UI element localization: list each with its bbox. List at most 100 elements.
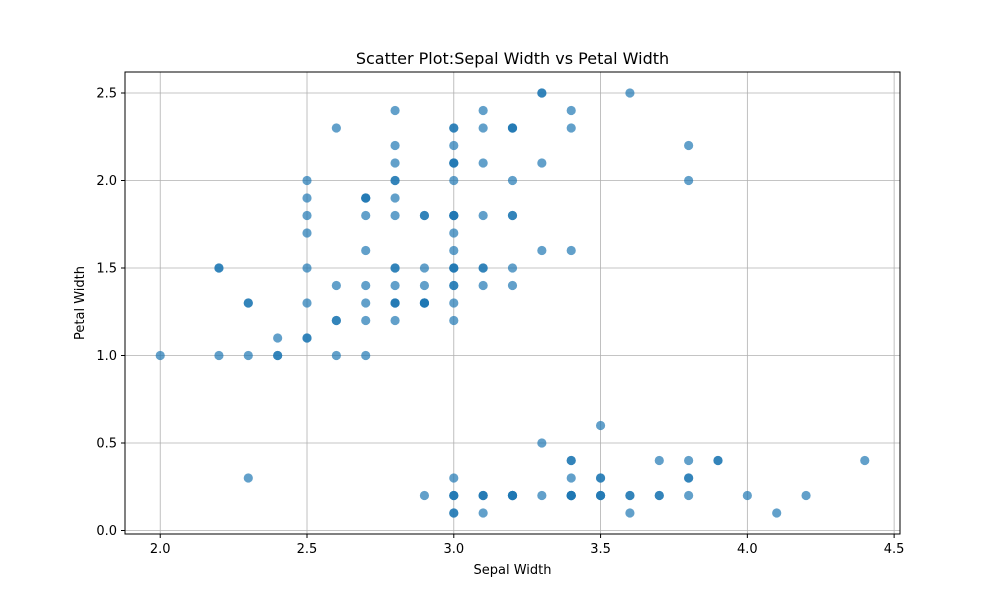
- data-point: [302, 210, 312, 221]
- data-point: [331, 350, 341, 361]
- data-point: [625, 490, 635, 501]
- data-point: [361, 210, 371, 221]
- data-point: [449, 158, 459, 168]
- y-tick-label: 0.0: [96, 524, 117, 539]
- data-point: [478, 123, 488, 133]
- data-point: [566, 490, 576, 501]
- data-point: [419, 210, 430, 221]
- data-point: [361, 193, 371, 203]
- data-point: [742, 490, 752, 501]
- data-point: [390, 210, 400, 221]
- data-point: [507, 263, 518, 273]
- data-point: [684, 140, 694, 151]
- data-point: [449, 315, 459, 326]
- data-point: [595, 420, 606, 431]
- data-point: [331, 280, 341, 291]
- data-point: [331, 123, 341, 133]
- data-point: [478, 280, 488, 291]
- data-point: [478, 490, 488, 501]
- data-point: [449, 473, 459, 483]
- data-point: [507, 123, 518, 133]
- data-point: [537, 158, 547, 168]
- data-point: [419, 280, 430, 291]
- x-axis-ticks: 2.0 2.5 3.0 3.5 4.0 4.5: [150, 534, 905, 557]
- data-point: [625, 88, 635, 98]
- data-point: [566, 123, 576, 133]
- data-point: [273, 333, 283, 343]
- data-point: [449, 263, 459, 273]
- data-point: [507, 490, 518, 501]
- data-point: [302, 228, 312, 238]
- y-axis-ticks: 0.0 0.5 1.0 1.5 2.0 2.5: [96, 87, 125, 539]
- data-point: [566, 245, 576, 256]
- data-point: [684, 175, 694, 186]
- y-tick-label: 1.5: [96, 262, 117, 277]
- data-point: [390, 263, 400, 273]
- data-point: [155, 350, 165, 361]
- data-point: [302, 298, 312, 308]
- plot-frame: [124, 71, 901, 535]
- data-point: [449, 280, 459, 291]
- data-point: [449, 228, 459, 238]
- data-point: [654, 490, 664, 501]
- data-point: [684, 455, 694, 466]
- data-point: [478, 508, 488, 518]
- data-point: [302, 193, 312, 203]
- x-tick-label: 4.0: [737, 542, 758, 557]
- data-point: [243, 298, 253, 308]
- x-tick-label: 2.0: [150, 542, 171, 557]
- x-tick-label: 2.5: [297, 542, 318, 557]
- data-point: [302, 175, 312, 186]
- y-axis-label: Petal Width: [73, 266, 88, 340]
- x-axis-label: Sepal Width: [474, 563, 552, 578]
- data-point: [537, 438, 547, 448]
- y-tick-label: 1.0: [96, 349, 117, 364]
- data-point: [595, 473, 606, 483]
- data-point: [449, 245, 459, 256]
- data-point: [273, 350, 283, 361]
- data-point: [449, 490, 459, 501]
- data-point: [507, 280, 518, 291]
- data-point: [684, 490, 694, 501]
- data-point: [478, 210, 488, 221]
- data-point: [478, 105, 488, 116]
- data-point: [537, 88, 547, 98]
- data-point: [361, 280, 371, 291]
- data-point: [331, 315, 341, 326]
- data-point: [214, 263, 224, 273]
- data-point: [595, 490, 606, 501]
- data-point: [390, 315, 400, 326]
- y-tick-label: 0.5: [96, 437, 117, 452]
- data-point: [243, 473, 253, 483]
- data-point: [361, 350, 371, 361]
- data-point: [772, 508, 782, 518]
- data-point: [478, 263, 488, 273]
- data-point: [713, 455, 723, 466]
- data-point: [449, 140, 459, 151]
- grid: [125, 72, 900, 534]
- data-points: [155, 88, 870, 518]
- data-point: [361, 315, 371, 326]
- data-point: [302, 333, 312, 343]
- data-point: [449, 298, 459, 308]
- data-point: [566, 455, 576, 466]
- data-point: [361, 245, 371, 256]
- data-point: [566, 473, 576, 483]
- data-point: [684, 473, 694, 483]
- data-point: [449, 175, 459, 186]
- data-point: [507, 210, 518, 221]
- chart-title: Scatter Plot:Sepal Width vs Petal Width: [356, 49, 669, 68]
- data-point: [860, 455, 870, 466]
- data-point: [449, 123, 459, 133]
- data-point: [390, 193, 400, 203]
- y-tick-label: 2.5: [96, 87, 117, 102]
- data-point: [390, 175, 400, 186]
- data-point: [801, 490, 811, 501]
- data-point: [243, 350, 253, 361]
- x-tick-label: 3.5: [590, 542, 611, 557]
- x-tick-label: 4.5: [884, 542, 905, 557]
- data-point: [390, 298, 400, 308]
- data-point: [566, 105, 576, 116]
